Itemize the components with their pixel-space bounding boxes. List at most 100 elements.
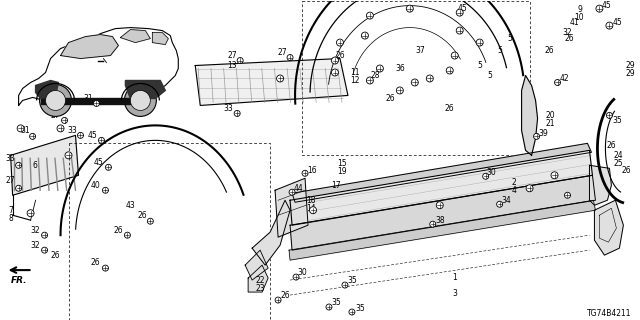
Text: 42: 42 [560, 74, 570, 83]
Text: 16: 16 [307, 166, 317, 175]
Circle shape [534, 133, 540, 140]
Circle shape [15, 162, 22, 168]
Text: 5: 5 [487, 71, 492, 80]
Text: 27: 27 [51, 111, 60, 120]
Text: 35: 35 [347, 276, 357, 284]
Circle shape [29, 133, 36, 140]
Circle shape [451, 52, 458, 59]
Text: 26: 26 [51, 251, 60, 260]
Circle shape [406, 5, 413, 12]
Circle shape [607, 112, 612, 118]
Text: 26: 26 [621, 166, 631, 175]
Circle shape [456, 9, 463, 16]
Polygon shape [248, 265, 268, 292]
Text: 33: 33 [6, 154, 15, 163]
Circle shape [42, 247, 47, 253]
Text: 45: 45 [602, 1, 611, 10]
Circle shape [342, 282, 348, 288]
Polygon shape [40, 99, 131, 104]
Text: 26: 26 [91, 258, 100, 267]
Polygon shape [152, 33, 168, 44]
Polygon shape [589, 165, 611, 205]
Text: 27: 27 [6, 176, 15, 185]
Text: 45: 45 [458, 4, 468, 13]
Text: 34: 34 [502, 196, 511, 205]
Text: 29: 29 [625, 61, 635, 70]
Text: 14: 14 [306, 204, 316, 213]
Circle shape [606, 22, 613, 29]
Text: 18: 18 [307, 196, 316, 205]
Circle shape [476, 39, 483, 46]
Text: 27: 27 [227, 51, 237, 60]
Circle shape [367, 77, 373, 84]
Text: 21: 21 [546, 119, 556, 128]
Text: 5: 5 [507, 34, 512, 43]
Circle shape [332, 69, 339, 76]
Circle shape [93, 100, 99, 107]
Polygon shape [289, 200, 595, 260]
Text: 40: 40 [91, 181, 100, 190]
Text: 45: 45 [93, 158, 103, 167]
Text: 43: 43 [125, 201, 135, 210]
Polygon shape [61, 35, 118, 59]
Circle shape [234, 110, 240, 116]
Polygon shape [11, 135, 79, 195]
Text: 13: 13 [227, 61, 237, 70]
Circle shape [554, 79, 561, 85]
Circle shape [483, 173, 489, 179]
Circle shape [436, 202, 444, 209]
Circle shape [412, 79, 419, 86]
Circle shape [106, 164, 111, 170]
Circle shape [362, 32, 369, 39]
Text: 23: 23 [255, 284, 265, 292]
Text: 38: 38 [435, 216, 445, 225]
Text: 45: 45 [612, 18, 622, 27]
Circle shape [596, 5, 603, 12]
Text: 30: 30 [487, 168, 497, 177]
Polygon shape [275, 178, 308, 237]
Circle shape [337, 39, 344, 46]
Circle shape [65, 152, 72, 159]
Text: 26: 26 [138, 211, 147, 220]
Circle shape [287, 54, 293, 60]
Text: 9: 9 [577, 5, 582, 14]
Circle shape [15, 185, 22, 191]
Polygon shape [19, 28, 179, 105]
Circle shape [57, 125, 64, 132]
Circle shape [526, 185, 533, 192]
Circle shape [446, 67, 453, 74]
Text: 26: 26 [280, 291, 290, 300]
Text: 17: 17 [331, 181, 340, 190]
Text: 26: 26 [607, 141, 616, 150]
Circle shape [349, 309, 355, 315]
Polygon shape [522, 76, 538, 155]
Circle shape [237, 58, 243, 64]
Text: 26: 26 [385, 94, 395, 103]
Text: 6: 6 [32, 161, 37, 170]
Polygon shape [290, 175, 595, 250]
Circle shape [42, 232, 47, 238]
Polygon shape [120, 29, 150, 43]
Text: 26: 26 [545, 46, 554, 55]
Circle shape [40, 84, 72, 116]
Circle shape [275, 297, 281, 303]
Circle shape [77, 132, 83, 138]
Circle shape [310, 207, 317, 214]
Circle shape [456, 27, 463, 34]
Text: 1: 1 [452, 273, 457, 282]
Text: FR.: FR. [10, 276, 27, 284]
Circle shape [430, 221, 436, 227]
Polygon shape [125, 81, 165, 99]
Circle shape [131, 91, 150, 110]
Text: 3: 3 [452, 289, 457, 298]
Circle shape [426, 75, 433, 82]
Text: 2: 2 [511, 178, 516, 187]
Text: 32: 32 [563, 28, 572, 37]
Circle shape [367, 12, 373, 19]
Polygon shape [195, 59, 348, 105]
Circle shape [376, 65, 383, 72]
Text: 41: 41 [570, 18, 579, 27]
Circle shape [27, 210, 34, 217]
Circle shape [293, 274, 299, 280]
Circle shape [124, 232, 131, 238]
